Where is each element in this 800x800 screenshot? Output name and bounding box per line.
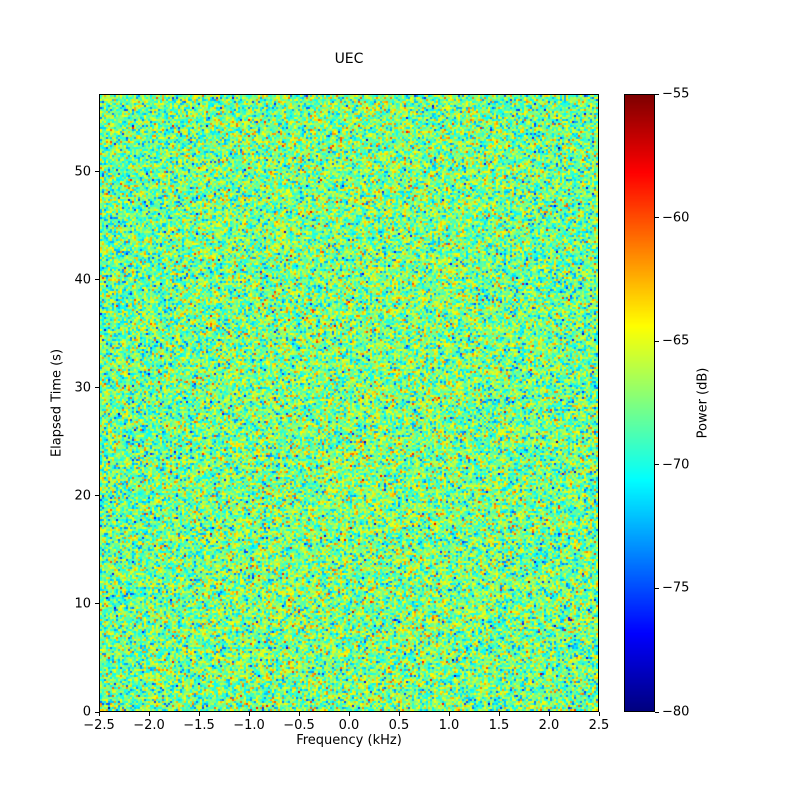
y-tick-label: 20	[74, 488, 91, 504]
y-tick-label: 30	[74, 380, 91, 396]
x-tick-mark	[298, 712, 300, 716]
colorbar-tick-label: −55	[662, 86, 690, 102]
colorbar	[624, 94, 655, 712]
x-tick-label: 0.0	[338, 718, 360, 733]
colorbar-tick-mark	[655, 340, 659, 342]
colorbar-tick-mark	[655, 464, 659, 466]
x-tick-label: 2.0	[538, 718, 560, 733]
y-tick-mark	[95, 171, 99, 173]
y-tick-mark	[95, 387, 99, 389]
y-axis-label: Elapsed Time (s)	[49, 348, 65, 458]
x-tick-mark	[498, 712, 500, 716]
y-tick-mark	[95, 711, 99, 713]
x-tick-label: −2.5	[83, 718, 115, 733]
colorbar-tick-label: −75	[662, 580, 690, 596]
x-tick-label: −2.0	[133, 718, 165, 733]
colorbar-tick-mark	[655, 711, 659, 713]
x-tick-label: 0.5	[388, 718, 410, 733]
colorbar-label: Power (dB)	[695, 367, 711, 439]
spectrogram-plot-area	[99, 94, 599, 712]
y-tick-label: 10	[74, 596, 91, 612]
x-axis-label: Frequency (kHz)	[296, 733, 402, 748]
x-tick-mark	[448, 712, 450, 716]
x-tick-mark	[148, 712, 150, 716]
colorbar-gradient-canvas	[625, 95, 654, 711]
x-tick-label: −1.0	[233, 718, 265, 733]
colorbar-tick-mark	[655, 587, 659, 589]
figure-title: UEC	[334, 51, 364, 67]
x-tick-mark	[248, 712, 250, 716]
colorbar-tick-label: −70	[662, 457, 690, 473]
colorbar-tick-label: −60	[662, 210, 690, 226]
y-tick-mark	[95, 603, 99, 605]
colorbar-tick-mark	[655, 217, 659, 219]
colorbar-tick-label: −65	[662, 333, 690, 349]
x-tick-mark	[98, 712, 100, 716]
x-tick-label: −1.5	[183, 718, 215, 733]
x-tick-label: 2.5	[588, 718, 610, 733]
x-tick-mark	[198, 712, 200, 716]
spectrogram-heatmap-canvas	[100, 95, 598, 711]
x-tick-mark	[348, 712, 350, 716]
y-tick-label: 50	[74, 164, 91, 180]
y-tick-mark	[95, 279, 99, 281]
x-tick-mark	[398, 712, 400, 716]
x-tick-mark	[598, 712, 600, 716]
x-tick-label: 1.0	[438, 718, 460, 733]
x-tick-label: 1.5	[488, 718, 510, 733]
y-tick-label: 40	[74, 272, 91, 288]
x-tick-mark	[548, 712, 550, 716]
colorbar-tick-label: −80	[662, 704, 690, 720]
y-tick-mark	[95, 495, 99, 497]
y-tick-label: 0	[82, 704, 91, 720]
x-tick-label: −0.5	[283, 718, 315, 733]
colorbar-tick-mark	[655, 93, 659, 95]
